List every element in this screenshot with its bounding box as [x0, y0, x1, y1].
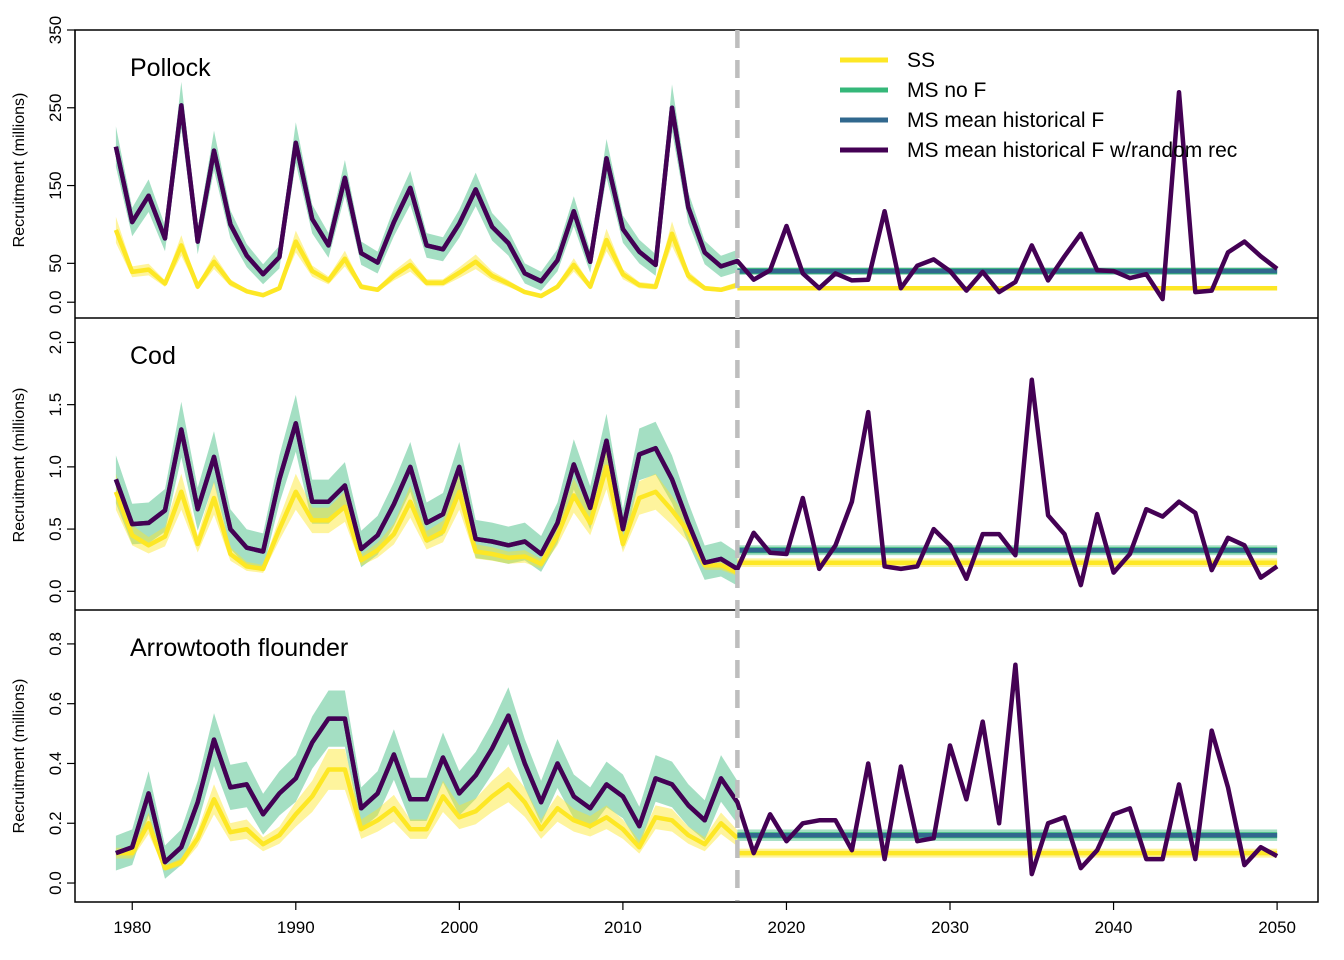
y-axis-label: Recruitment (millions) [11, 679, 28, 834]
panel-title: Cod [130, 342, 176, 370]
y-tick-label: 0.2 [46, 811, 65, 835]
legend: SS MS no F MS mean historical F MS mean his… [840, 49, 1237, 162]
x-tick-label: 2020 [768, 918, 806, 937]
panel-pollock: 0.0 50 150 250 350 Recruitment (millions) Poll… [11, 16, 1279, 314]
y-axis-label: Recruitment (millions) [11, 93, 28, 248]
ss-line [113, 464, 739, 575]
legend-label: MS mean historical F w/random rec [907, 139, 1237, 162]
ms-random-rec-line [115, 662, 1279, 877]
y-tick-label: 50 [46, 254, 65, 273]
y-tick-label: 350 [46, 16, 65, 44]
panel-cod: 0.0 0.5 1.0 1.5 2.0 Recruitment (millions) Cod [11, 331, 1279, 603]
panel-title: Arrowtooth flounder [130, 634, 348, 662]
y-tick-label: 0.8 [46, 632, 65, 656]
legend-label: SS [907, 49, 935, 72]
y-tick-label: 250 [46, 94, 65, 122]
x-tick-label: 2000 [440, 918, 478, 937]
y-tick-label: 0.6 [46, 692, 65, 716]
ss-line [115, 767, 739, 871]
x-tick-label: 1980 [113, 918, 151, 937]
x-tick-label: 2010 [604, 918, 642, 937]
y-tick-label: 1.5 [46, 393, 65, 417]
y-tick-label: 0.5 [46, 517, 65, 541]
x-tick-label: 1990 [277, 918, 315, 937]
y-tick-label: 1.0 [46, 455, 65, 479]
y-tick-label: 150 [46, 171, 65, 199]
ms-no-f-band [115, 687, 738, 879]
x-axis: 1980 1990 2000 2010 2020 2030 2040 2050 [113, 901, 1296, 937]
ms-random-rec-line [113, 377, 1279, 588]
x-tick-label: 2050 [1258, 918, 1296, 937]
legend-label: MS no F [907, 79, 986, 102]
ss-line [113, 229, 739, 299]
y-tick-label: 0.4 [46, 752, 65, 776]
panel-title: Pollock [130, 54, 211, 82]
y-axis-label: Recruitment (millions) [11, 388, 28, 543]
panel-arrowtooth-flounder: 0.0 0.2 0.4 0.6 0.8 Recruitment (millions) Arr… [11, 632, 1279, 895]
y-tick-label: 2.0 [46, 331, 65, 355]
legend-label: MS mean historical F [907, 109, 1104, 132]
ms-random-rec-line [113, 89, 1279, 302]
x-tick-label: 2040 [1095, 918, 1133, 937]
y-tick-label: 0.0 [46, 290, 65, 314]
x-tick-label: 2030 [931, 918, 969, 937]
y-tick-label: 0.0 [46, 871, 65, 895]
y-tick-label: 0.0 [46, 579, 65, 603]
